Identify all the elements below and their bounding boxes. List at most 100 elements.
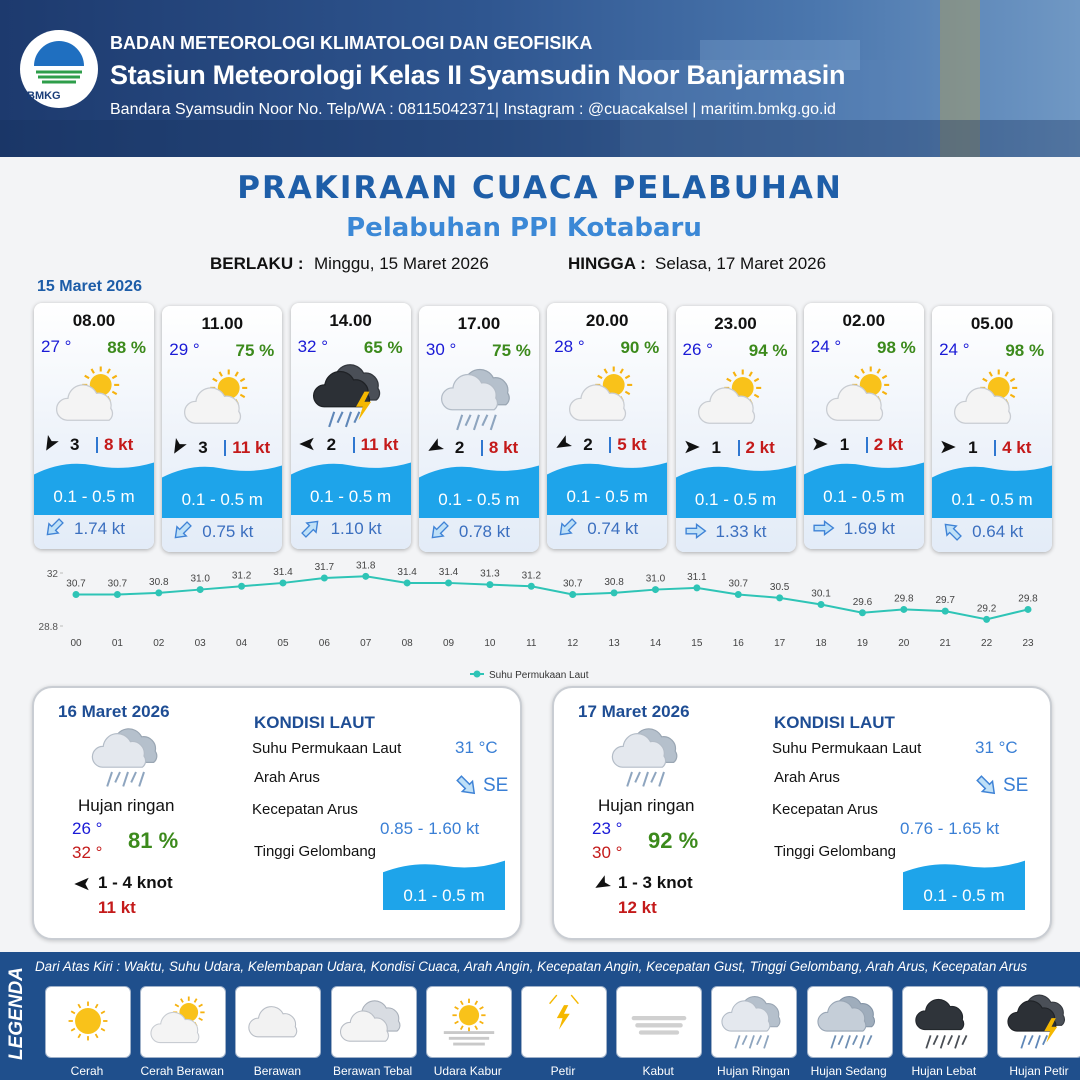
x-tick-label: 16 (733, 638, 745, 649)
data-label: 30.5 (770, 582, 790, 593)
icon-shape (34, 41, 84, 66)
icon-shape (91, 733, 147, 768)
current-direction (684, 523, 706, 539)
forecast-time: 23.00 (714, 314, 757, 333)
icon-shape (559, 518, 578, 536)
current-direction (976, 775, 996, 795)
icon-shape (697, 387, 755, 424)
icon-shape (443, 1031, 494, 1046)
air-temperature: 29 ° (169, 340, 200, 359)
data-point (445, 579, 453, 587)
icon-shape (954, 387, 1012, 424)
icon-shape (327, 411, 335, 428)
wind-direction (298, 437, 314, 451)
station-name: Stasiun Meteorologi Kelas II Syamsudin N… (110, 60, 846, 90)
forecast-card: 23.00 26 ° 94 % 1 2 kt 0.1 - 0.5 m 1.33 kt (675, 306, 796, 552)
icon-shape (940, 0, 980, 157)
icon-shape (34, 462, 154, 515)
temp-min: 23 ° (592, 819, 623, 838)
forecast-card: 11.00 29 ° 75 % 3 11 kt 0.1 - 0.5 m 0.75 kt (162, 306, 283, 552)
forecast-time: 17.00 (457, 314, 501, 333)
icon-shape (456, 775, 476, 795)
valid-from: Minggu, 15 Maret 2026 (314, 254, 489, 273)
legend-label: Petir (550, 1064, 576, 1078)
weather-icon (697, 369, 761, 424)
icon-shape (684, 523, 706, 539)
data-label: 31.1 (687, 572, 707, 583)
humidity: 92 % (648, 828, 699, 853)
icon-shape (106, 368, 111, 374)
air-temperature: 27 ° (41, 337, 72, 356)
wave-label: Tinggi Gelombang (254, 843, 377, 860)
wave-height: 0.1 - 0.5 m (566, 487, 648, 506)
wind-speed: 2 (326, 435, 337, 454)
icon-shape (858, 1035, 865, 1049)
icon-shape (428, 438, 444, 451)
data-label: 31.4 (439, 567, 459, 578)
icon-shape (939, 1035, 946, 1049)
wind-direction (813, 437, 828, 451)
data-label: 30.7 (108, 579, 128, 590)
legend-label: Hujan Petir (1009, 1064, 1069, 1078)
x-tick-label: 21 (940, 638, 952, 649)
wind-direction (46, 435, 59, 451)
day-date: 16 Maret 2026 (58, 702, 170, 721)
wave-height: 0.1 - 0.5 m (823, 487, 905, 506)
gust-speed: 11 kt (232, 438, 271, 457)
icon-shape (478, 1020, 484, 1025)
wind-range: 1 - 4 knot (98, 873, 173, 892)
data-label: 29.8 (894, 593, 914, 604)
icon-shape (721, 1000, 771, 1032)
data-point (1024, 605, 1032, 613)
x-tick-label: 04 (236, 638, 248, 649)
day-date: 17 Maret 2026 (578, 702, 690, 721)
icon-shape (700, 40, 860, 70)
current-speed: 0.85 - 1.60 kt (380, 819, 480, 838)
legend-label: Cerah (70, 1064, 104, 1078)
legend-label: Hujan Sedang (810, 1064, 887, 1078)
forecast-time: 11.00 (201, 314, 244, 333)
icon-shape (753, 377, 759, 383)
legend-icon (549, 994, 579, 1030)
legend-icon (248, 1006, 298, 1038)
icon-shape (1027, 1035, 1034, 1046)
icon-shape (46, 518, 64, 536)
icon-shape (150, 1011, 200, 1044)
humidity: 65 % (363, 338, 403, 357)
air-temperature: 24 ° (810, 337, 842, 356)
icon-shape (339, 1010, 389, 1042)
icon-shape (756, 1035, 763, 1046)
forecast-card: 14.00 32 ° 65 % 2 11 kt 0.1 - 0.5 m 1.10 kt (290, 303, 411, 549)
icon-shape (300, 520, 319, 538)
separator (96, 437, 98, 453)
icon-shape (932, 465, 1053, 518)
icon-shape (625, 390, 631, 396)
icon-shape (94, 1003, 99, 1009)
separator (737, 440, 740, 456)
icon-shape (944, 523, 963, 541)
data-point (941, 607, 949, 615)
x-tick-label: 20 (898, 638, 910, 649)
air-temperature: 26 ° (682, 340, 713, 359)
data-label: 31.4 (273, 567, 293, 578)
icon-shape (725, 377, 732, 383)
air-temperature: 30 ° (425, 340, 457, 359)
x-tick-label: 15 (691, 638, 703, 649)
icon-shape (547, 462, 668, 515)
weather-icon (825, 366, 889, 421)
icon-shape (734, 1035, 741, 1049)
wind-direction (74, 877, 89, 891)
weather-icon (312, 364, 380, 428)
icon-shape (556, 435, 573, 448)
weather-icon (569, 366, 633, 421)
icon-shape (68, 1001, 108, 1041)
icon-shape (198, 1017, 204, 1022)
gust-speed: 8 kt (488, 438, 519, 457)
wind-speed: 1 (968, 438, 978, 457)
icon-shape (240, 377, 246, 383)
legend-label: Hujan Lebat (911, 1064, 977, 1078)
gust-speed: 8 kt (104, 435, 134, 454)
data-label: 31.8 (356, 560, 376, 571)
weather-icon (440, 368, 510, 431)
